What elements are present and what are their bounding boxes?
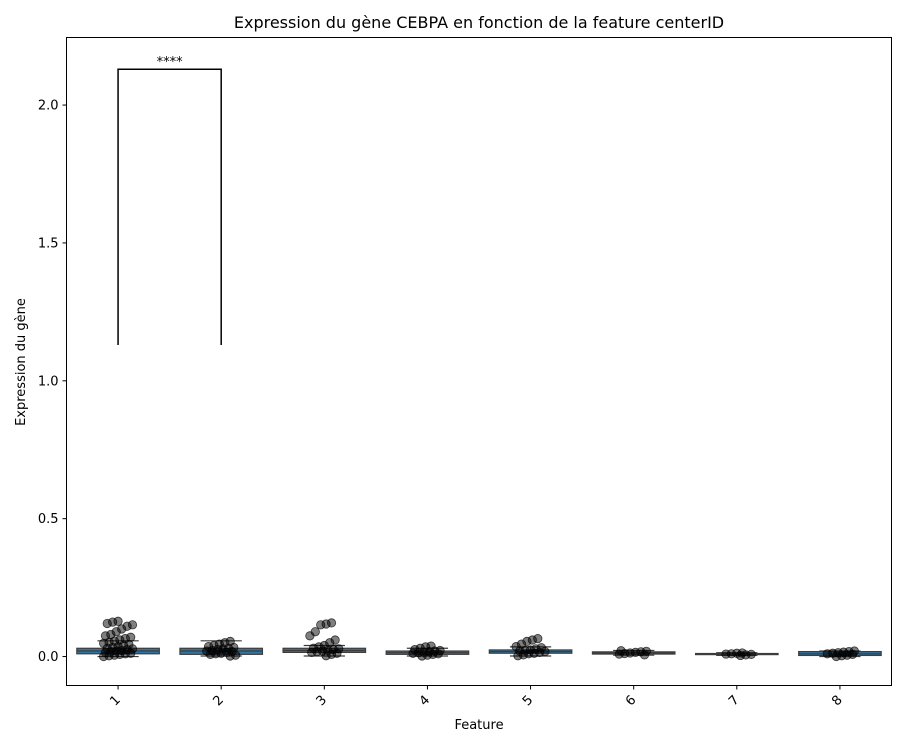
x-axis-label: Feature [454, 718, 503, 733]
significance-bracket [117, 68, 222, 345]
y-tick-label: 1.0 [38, 374, 59, 389]
plot-area [66, 37, 892, 686]
data-point [616, 646, 626, 656]
box-group [694, 648, 779, 661]
x-tick-label: 6 [623, 693, 639, 709]
data-point [127, 620, 138, 630]
data-point [536, 643, 546, 653]
box-group [76, 616, 160, 662]
y-tick-label: 1.5 [38, 236, 59, 251]
data-point [426, 641, 436, 651]
y-axis-label: Expression du gène [14, 298, 29, 426]
data-point [225, 636, 235, 646]
data-point [310, 627, 320, 637]
annotation-layer: **** [117, 55, 222, 345]
data-point [326, 618, 337, 628]
data-point [330, 635, 340, 645]
significance-label: **** [157, 55, 184, 70]
marks-layer [76, 616, 882, 662]
box-group [591, 646, 676, 660]
y-axis: 0.0 0.5 1.0 1.5 2.0 [38, 99, 67, 665]
x-tick-label: 5 [520, 693, 536, 709]
data-point [849, 646, 859, 656]
x-tick-label: 1 [107, 693, 123, 709]
data-point [334, 644, 344, 654]
data-point [533, 634, 543, 644]
x-tick-label: 4 [417, 693, 433, 709]
box-group [179, 636, 264, 661]
box-group [282, 618, 367, 661]
x-tick-label: 8 [829, 693, 845, 709]
y-tick-label: 0.0 [38, 650, 59, 665]
x-tick-label: 7 [726, 693, 742, 709]
y-tick-label: 2.0 [38, 99, 59, 114]
x-tick-label: 3 [314, 693, 330, 709]
data-point [737, 648, 747, 658]
data-point [435, 645, 445, 656]
box-group [488, 634, 573, 661]
data-point [746, 649, 756, 659]
data-point [113, 616, 123, 626]
x-tick-label: 2 [210, 693, 226, 709]
data-point [641, 646, 651, 656]
chart-title: Expression du gène CEBPA en fonction de … [234, 13, 724, 32]
y-tick-label: 0.5 [38, 512, 59, 527]
x-axis: 1 2 3 4 5 6 7 8 [107, 685, 846, 709]
data-point [126, 632, 136, 642]
box-group [385, 641, 470, 661]
box-group [798, 646, 882, 662]
